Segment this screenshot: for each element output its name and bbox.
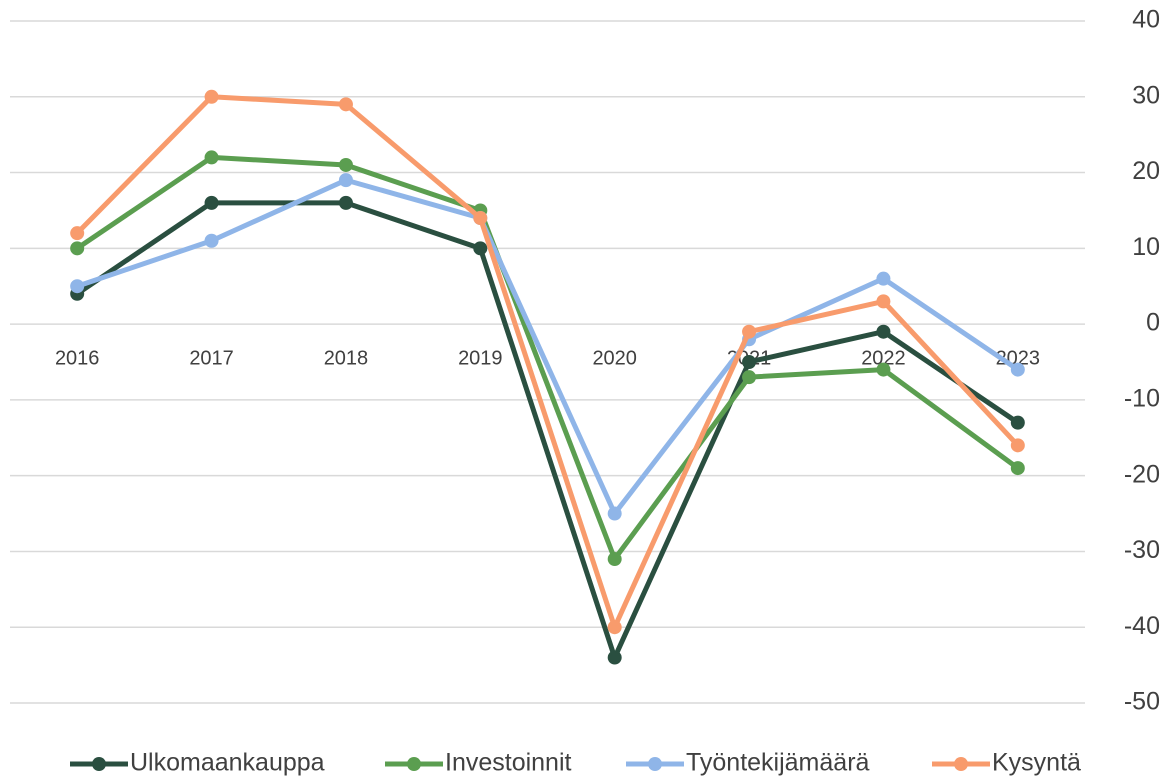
point xyxy=(876,294,891,309)
point xyxy=(1010,438,1025,453)
y-tick-label: 20 xyxy=(1132,157,1160,185)
x-tick-label: 2017 xyxy=(189,347,234,369)
point xyxy=(876,324,891,339)
point xyxy=(1010,362,1025,377)
point xyxy=(473,241,488,256)
point xyxy=(473,211,488,226)
point xyxy=(607,650,622,665)
point xyxy=(742,355,757,369)
y-tick-label: 10 xyxy=(1132,233,1160,261)
point xyxy=(204,89,219,104)
point xyxy=(338,157,353,172)
legend-label: Työntekijämäärä xyxy=(686,749,870,777)
x-tick-label: 2022 xyxy=(861,347,906,369)
x-tick-label: 2016 xyxy=(55,347,100,369)
series-line xyxy=(76,177,1020,517)
x-tick-label: 2020 xyxy=(592,347,637,369)
point xyxy=(338,97,353,112)
y-tick-label: 40 xyxy=(1132,6,1160,34)
y-tick-label: -10 xyxy=(1124,384,1160,412)
point xyxy=(607,552,622,567)
y-tick-label: -30 xyxy=(1124,536,1160,564)
legend-label: Investoinnit xyxy=(445,749,572,777)
point xyxy=(607,620,622,635)
legend-label: Ulkomaankauppa xyxy=(130,749,325,777)
y-tick-label: -20 xyxy=(1124,460,1160,488)
x-tick-label: 2019 xyxy=(458,347,503,369)
point xyxy=(338,195,353,210)
point xyxy=(70,226,85,241)
point xyxy=(204,233,219,248)
point xyxy=(742,370,757,385)
y-tick-label: -40 xyxy=(1124,612,1160,640)
legend-marker xyxy=(648,757,662,771)
y-tick-label: 0 xyxy=(1146,309,1160,337)
legend-marker xyxy=(954,757,968,771)
point xyxy=(204,150,219,165)
point xyxy=(204,195,219,210)
series-line xyxy=(75,154,1020,562)
point xyxy=(876,362,891,377)
series-line xyxy=(75,200,1020,661)
y-tick-label: 30 xyxy=(1132,81,1160,109)
point xyxy=(1010,461,1025,476)
point xyxy=(70,279,85,294)
legend-label: Kysyntä xyxy=(992,749,1081,777)
point xyxy=(1010,415,1025,430)
legend-marker xyxy=(407,757,421,771)
point xyxy=(607,506,622,521)
y-tick-label: -50 xyxy=(1124,688,1160,716)
point xyxy=(742,324,757,339)
point xyxy=(70,241,85,256)
series-line xyxy=(75,94,1020,630)
x-tick-label: 2018 xyxy=(324,347,369,369)
point xyxy=(876,271,891,286)
legend-marker xyxy=(92,757,106,771)
point xyxy=(338,173,353,188)
